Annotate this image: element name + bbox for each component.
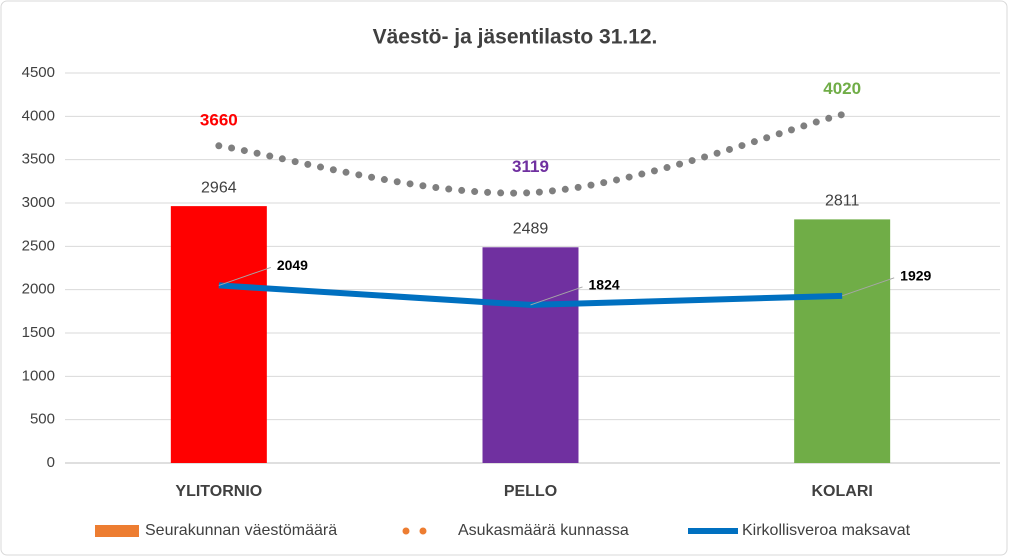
y-tick-label: 0: [47, 454, 55, 471]
y-tick-label: 3000: [22, 194, 55, 211]
x-tick-label: YLITORNIO: [175, 483, 262, 500]
y-tick-label: 1500: [22, 324, 55, 341]
y-tick-label: 2000: [22, 281, 55, 298]
bar-value-label: 2811: [825, 193, 860, 210]
legend-label: Asukasmäärä kunnassa: [458, 522, 629, 539]
y-tick-label: 4500: [22, 64, 55, 81]
y-tick-label: 4000: [22, 107, 55, 124]
leader-line: [842, 277, 895, 297]
leader-line: [530, 286, 583, 306]
legend-label: Seurakunnan väestömäärä: [145, 522, 337, 539]
legend-swatch: [95, 525, 139, 537]
bar-value-label: 2964: [201, 179, 237, 196]
bar: [482, 247, 579, 463]
y-tick-label: 2500: [22, 237, 55, 254]
x-tick-label: PELLO: [504, 483, 557, 500]
leader-line: [218, 266, 271, 286]
legend-label: Kirkollisveroa maksavat: [742, 522, 911, 539]
y-tick-label: 3500: [22, 151, 55, 168]
bar: [170, 206, 267, 463]
chart-title: Väestö- ja jäsentilasto 31.12.: [373, 26, 658, 49]
bar: [794, 219, 891, 463]
line-value-label: 2049: [277, 257, 308, 273]
line-value-label: 1929: [900, 268, 931, 284]
dotted-line: [215, 111, 846, 197]
line-value-label: 1824: [589, 277, 620, 293]
point-value-label: 4020: [823, 79, 861, 98]
bar-value-label: 2489: [513, 221, 549, 238]
x-tick-label: KOLARI: [812, 483, 873, 500]
y-tick-label: 500: [30, 411, 55, 428]
point-value-label: 3119: [512, 157, 549, 176]
y-tick-label: 1000: [22, 367, 55, 384]
point-value-label: 3660: [200, 110, 238, 129]
